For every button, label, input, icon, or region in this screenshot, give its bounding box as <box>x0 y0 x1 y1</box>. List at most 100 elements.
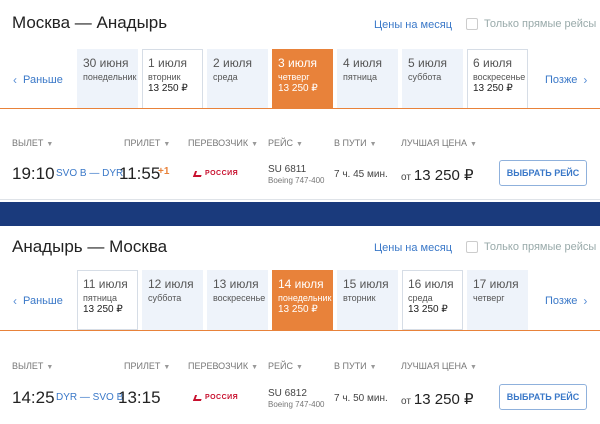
depart-time: 14:25 <box>12 388 55 407</box>
date-cell[interactable]: 5 июля суббота <box>402 49 463 109</box>
flight-number: SU 6812 <box>268 388 307 399</box>
direct-only-label: Только прямые рейсы <box>484 241 597 253</box>
carrier-name: РОССИЯ <box>205 394 239 401</box>
price-from-label: от <box>401 172 411 183</box>
date-cell[interactable]: 30 июня понедельник <box>77 49 138 109</box>
earlier-button[interactable]: ‹ Раньше <box>13 294 63 308</box>
caret-down-icon: ▼ <box>369 364 377 371</box>
date-price: 13 250 ₽ <box>83 304 123 315</box>
flight-duration: 7 ч. 50 мин. <box>334 393 388 404</box>
weekday-label: воскресенье <box>213 293 266 303</box>
date-label: 2 июля <box>213 56 252 70</box>
price-from-label: от <box>401 396 411 407</box>
month-prices-link[interactable]: Цены на месяц <box>374 242 452 254</box>
date-label: 1 июля <box>148 56 187 70</box>
date-price: 13 250 ₽ <box>148 83 188 94</box>
caret-down-icon: ▼ <box>163 364 171 371</box>
sort-duration-label: В ПУТИ <box>334 138 367 148</box>
later-button[interactable]: Позже › <box>545 73 587 87</box>
date-price: 13 250 ₽ <box>473 83 513 94</box>
caret-down-icon: ▼ <box>46 141 54 148</box>
sort-arrive[interactable]: ПРИЛЕТ ▼ <box>124 361 170 371</box>
sort-arrive-label: ПРИЛЕТ <box>124 138 161 148</box>
month-prices-link[interactable]: Цены на месяц <box>374 19 452 31</box>
date-label: 15 июля <box>343 277 389 291</box>
direct-only-checkbox[interactable] <box>466 18 478 30</box>
date-cell-selected[interactable]: 14 июля понедельник 13 250 ₽ <box>272 270 333 330</box>
date-cell[interactable]: 15 июля вторник <box>337 270 398 330</box>
direct-only-toggle[interactable]: Только прямые рейсы <box>466 18 596 30</box>
date-cell[interactable]: 16 июля среда 13 250 ₽ <box>402 270 463 330</box>
sort-carrier-label: ПЕРЕВОЗЧИК <box>188 138 249 148</box>
date-cell[interactable]: 1 июля вторник 13 250 ₽ <box>142 49 203 109</box>
select-flight-button[interactable]: ВЫБРАТЬ РЕЙС <box>499 160 587 186</box>
sort-flight[interactable]: РЕЙС ▼ <box>268 361 303 371</box>
weekday-label: среда <box>408 293 433 303</box>
later-button[interactable]: Позже › <box>545 294 587 308</box>
date-cell[interactable]: 11 июля пятница 13 250 ₽ <box>77 270 138 330</box>
date-cell[interactable]: 12 июля суббота <box>142 270 203 330</box>
direct-only-toggle[interactable]: Только прямые рейсы <box>466 241 596 253</box>
chevron-right-icon: › <box>583 294 588 308</box>
date-cell-selected[interactable]: 3 июля четверг 13 250 ₽ <box>272 49 333 109</box>
date-label: 17 июля <box>473 277 519 291</box>
sort-carrier[interactable]: ПЕРЕВОЗЧИК ▼ <box>188 361 258 371</box>
select-flight-button[interactable]: ВЫБРАТЬ РЕЙС <box>499 384 587 410</box>
weekday-label: пятница <box>343 72 378 82</box>
caret-down-icon: ▼ <box>295 141 303 148</box>
chevron-right-icon: › <box>583 73 588 87</box>
sort-price[interactable]: ЛУЧШАЯ ЦЕНА ▼ <box>401 361 477 371</box>
best-price: от 13 250 ₽ <box>401 166 474 184</box>
sort-carrier[interactable]: ПЕРЕВОЗЧИК ▼ <box>188 138 258 148</box>
sort-price[interactable]: ЛУЧШАЯ ЦЕНА ▼ <box>401 138 477 148</box>
sort-duration[interactable]: В ПУТИ ▼ <box>334 138 377 148</box>
earlier-button[interactable]: ‹ Раньше <box>13 73 63 87</box>
caret-down-icon: ▼ <box>470 141 477 148</box>
direct-only-label: Только прямые рейсы <box>484 18 597 30</box>
date-label: 4 июля <box>343 56 382 70</box>
date-label: 12 июля <box>148 277 194 291</box>
weekday-label: вторник <box>148 72 181 82</box>
date-label: 30 июня <box>83 56 129 70</box>
weekday-label: воскресенье <box>473 72 526 82</box>
date-cell[interactable]: 6 июля воскресенье 13 250 ₽ <box>467 49 528 109</box>
airline-logo-icon <box>192 170 204 177</box>
aircraft-type: Boeing 747-400 <box>268 400 325 409</box>
date-label: 14 июля <box>278 277 324 291</box>
airports-label: DYR — SVO B <box>56 392 124 403</box>
weekday-label: четверг <box>473 293 505 303</box>
date-cell[interactable]: 13 июля воскресенье <box>207 270 268 330</box>
date-label: 13 июля <box>213 277 259 291</box>
carrier-logo: РОССИЯ <box>192 394 239 401</box>
airline-logo-icon <box>192 394 204 401</box>
sort-depart-label: ВЫЛЕТ <box>12 138 44 148</box>
date-cell[interactable]: 2 июля среда <box>207 49 268 109</box>
best-price: от 13 250 ₽ <box>401 390 474 408</box>
section-separator-band <box>0 202 600 226</box>
date-label: 6 июля <box>473 56 512 70</box>
route-title: Москва — Анадырь <box>12 13 168 32</box>
date-price: 13 250 ₽ <box>278 304 318 315</box>
weekday-label: понедельник <box>278 293 332 303</box>
sort-depart[interactable]: ВЫЛЕТ ▼ <box>12 138 53 148</box>
date-label: 11 июля <box>83 277 128 291</box>
sort-duration[interactable]: В ПУТИ ▼ <box>334 361 377 371</box>
direct-only-checkbox[interactable] <box>466 241 478 253</box>
sort-depart[interactable]: ВЫЛЕТ ▼ <box>12 361 53 371</box>
row-divider <box>0 199 600 200</box>
price-value: 13 250 ₽ <box>413 167 474 184</box>
date-cell[interactable]: 17 июля четверг <box>467 270 528 330</box>
date-strip: ‹ Раньше 30 июня понедельник 1 июля втор… <box>0 49 600 109</box>
section-divider <box>0 330 600 331</box>
date-label: 3 июля <box>278 56 317 70</box>
sort-arrive[interactable]: ПРИЛЕТ ▼ <box>124 138 170 148</box>
sort-flight[interactable]: РЕЙС ▼ <box>268 138 303 148</box>
caret-down-icon: ▼ <box>251 364 259 371</box>
flight-duration: 7 ч. 45 мин. <box>334 169 388 180</box>
date-label: 16 июля <box>408 277 454 291</box>
sort-duration-label: В ПУТИ <box>334 361 367 371</box>
carrier-logo: РОССИЯ <box>192 170 238 177</box>
date-cell[interactable]: 4 июля пятница <box>337 49 398 109</box>
date-strip: ‹ Раньше 11 июля пятница 13 250 ₽ 12 июл… <box>0 270 600 330</box>
date-price: 13 250 ₽ <box>278 83 318 94</box>
